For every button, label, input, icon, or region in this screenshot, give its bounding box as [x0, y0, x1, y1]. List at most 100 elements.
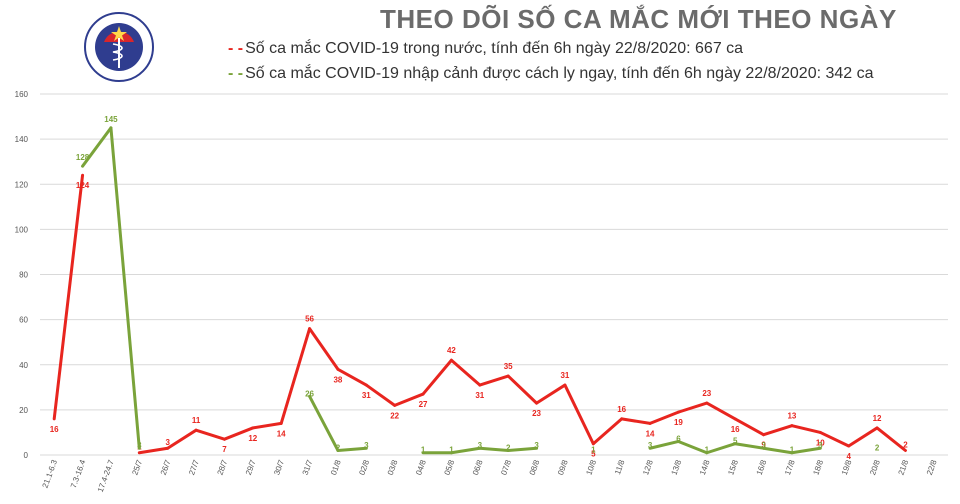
series-0-segment — [449, 358, 482, 387]
data-label-series-1: 2 — [506, 443, 511, 452]
y-tick-label: 20 — [19, 406, 28, 415]
legend-label-imported: Số ca mắc COVID-19 nhập cảnh được cách l… — [245, 65, 874, 82]
y-tick-label: 120 — [15, 180, 29, 189]
data-label-series-0: 19 — [674, 418, 683, 427]
data-label-series-0: 22 — [390, 411, 399, 420]
series-0-segment — [364, 383, 397, 407]
x-tick-label: 05/8 — [443, 458, 457, 476]
series-0-segment — [137, 446, 170, 455]
x-tick-label: 16/8 — [755, 458, 769, 476]
data-label-series-1: 1 — [790, 446, 795, 455]
series-1-segment — [478, 446, 510, 452]
series-0-segment — [847, 426, 879, 448]
x-tick-label: 25/7 — [130, 458, 144, 476]
series-0-segment — [393, 392, 425, 407]
series-1-segment — [676, 439, 709, 455]
y-tick-label: 40 — [19, 361, 28, 370]
x-tick-label: 21.1-6.3 — [41, 458, 60, 489]
data-label-series-0: 9 — [761, 441, 766, 450]
x-tick-label: 26/7 — [159, 458, 173, 476]
data-label-series-0: 31 — [560, 371, 569, 380]
x-tick-label: 02/8 — [357, 458, 371, 476]
data-label-series-1: 1 — [705, 446, 710, 455]
y-tick-label: 140 — [15, 135, 29, 144]
data-label-series-0: 27 — [419, 400, 428, 409]
series-1-segment — [648, 439, 680, 450]
x-tick-label: 7.3-16.4 — [69, 458, 88, 489]
legend-label-domestic: Số ca mắc COVID-19 trong nước, tính đến … — [245, 40, 744, 57]
series-0-segment — [790, 424, 822, 434]
x-tick-label: 12/8 — [641, 458, 655, 476]
y-tick-label: 160 — [15, 90, 29, 99]
x-tick-label: 13/8 — [670, 458, 684, 476]
series-0-segment — [818, 430, 851, 448]
x-tick-label: 17.4-24.7 — [96, 458, 116, 493]
chart-title: THEO DÕI SỐ CA MẮC MỚI THEO NGÀY — [380, 4, 897, 34]
data-label-series-1: 3 — [648, 441, 653, 450]
x-tick-label: 31/7 — [301, 458, 315, 476]
data-label-series-1: 1 — [449, 446, 454, 455]
data-label-series-0: 12 — [248, 434, 257, 443]
series-0-segment — [279, 327, 312, 425]
series-1-segment — [733, 442, 766, 450]
series-1-segment — [762, 446, 794, 455]
data-label-series-0: 16 — [50, 425, 59, 434]
series-0-segment — [733, 417, 766, 437]
data-label-series-1: 128 — [76, 153, 90, 162]
data-label-series-1: 3 — [478, 441, 483, 450]
data-label-series-0: 10 — [816, 438, 825, 447]
x-tick-label: 10/8 — [584, 458, 598, 476]
data-label-series-0: 31 — [362, 391, 371, 400]
data-label-series-0: 13 — [787, 412, 796, 421]
series-1-segment — [109, 126, 141, 450]
data-label-series-1: 5 — [733, 437, 738, 446]
legend-marker-imported: - - — [228, 65, 244, 82]
series-1-segment — [449, 446, 482, 455]
ministry-of-health-logo — [84, 12, 154, 82]
data-label-series-1: 145 — [104, 115, 118, 124]
x-tick-label: 29/7 — [244, 458, 258, 476]
series-0-segment — [535, 383, 567, 405]
x-tick-label: 17/8 — [783, 458, 797, 476]
series-0-segment — [620, 417, 652, 425]
data-label-series-0: 3 — [165, 438, 170, 447]
legend-item-domestic: - - Số ca mắc COVID-19 trong nước, tính đ… — [228, 40, 743, 58]
x-tick-label: 09/8 — [556, 458, 570, 476]
y-tick-label: 80 — [19, 271, 28, 280]
x-tick-label: 11/8 — [613, 458, 627, 476]
data-label-series-1: 3 — [534, 441, 539, 450]
data-label-series-0: 5 — [591, 450, 596, 459]
series-0-segment — [648, 410, 680, 425]
data-label-series-1: 3 — [364, 441, 369, 450]
series-1-segment — [705, 442, 737, 455]
legend-marker-domestic: - - — [228, 40, 244, 57]
y-tick-label: 60 — [19, 316, 28, 325]
series-0-segment — [875, 426, 907, 452]
data-label-series-0: 4 — [846, 452, 851, 461]
x-tick-label: 20/8 — [868, 458, 882, 476]
data-label-series-0: 11 — [192, 416, 201, 425]
data-label-series-0: 23 — [532, 409, 541, 418]
data-label-series-1: 2 — [875, 443, 880, 452]
data-label-series-1: 3 — [761, 441, 766, 450]
data-label-series-1: 6 — [676, 434, 681, 443]
x-tick-label: 04/8 — [414, 458, 428, 476]
data-label-series-1: 1 — [421, 446, 426, 455]
x-tick-label: 18/8 — [811, 458, 825, 476]
series-1-segment — [790, 446, 822, 455]
data-label-series-0: 38 — [333, 375, 342, 384]
data-label-series-0: 14 — [277, 429, 286, 438]
series-0-segment — [563, 383, 595, 446]
x-tick-label: 08/8 — [528, 458, 542, 476]
series-0-segment — [705, 401, 737, 421]
x-tick-label: 15/8 — [726, 458, 740, 476]
series-0-segment — [591, 417, 624, 446]
x-tick-label: 14/8 — [698, 458, 712, 476]
y-tick-label: 100 — [15, 225, 29, 234]
data-label-series-0: 124 — [76, 181, 90, 190]
data-label-series-0: 35 — [504, 362, 513, 371]
series-1-segment — [81, 126, 113, 168]
data-label-series-0: 12 — [873, 414, 882, 423]
x-tick-label: 28/7 — [216, 458, 230, 476]
data-label-series-0: 2 — [903, 440, 908, 449]
